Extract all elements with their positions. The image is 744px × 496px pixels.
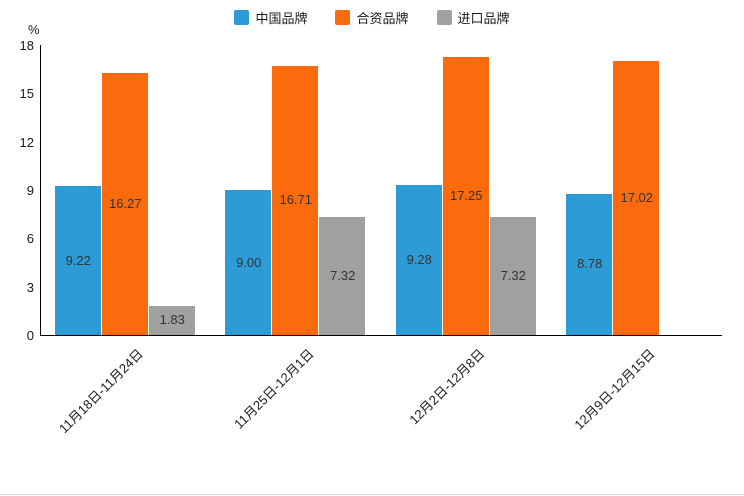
legend-item-label: 合资品牌 bbox=[356, 11, 409, 26]
legend-item-label: 中国品牌 bbox=[255, 11, 308, 26]
bar-中国品牌-0[interactable] bbox=[54, 186, 101, 335]
bar-合资品牌-1[interactable] bbox=[272, 65, 319, 335]
legend-item-1[interactable]: 合资品牌 bbox=[335, 8, 409, 27]
legend-item-2[interactable]: 进口品牌 bbox=[436, 8, 510, 27]
y-tick-label: 18 bbox=[19, 38, 34, 53]
bar-进口品牌-0[interactable] bbox=[148, 305, 195, 335]
chart-legend: 中国品牌 合资品牌 进口品牌 bbox=[0, 8, 744, 27]
bar-中国品牌-3[interactable] bbox=[566, 193, 613, 335]
y-tick-label: 15 bbox=[19, 86, 34, 102]
bar-中国品牌-1[interactable] bbox=[225, 190, 272, 335]
y-tick-label: 9 bbox=[26, 183, 34, 198]
bar-合资品牌-3[interactable] bbox=[613, 60, 660, 335]
legend-item-0[interactable]: 中国品牌 bbox=[234, 8, 307, 27]
legend-swatch-icon bbox=[436, 10, 452, 25]
y-tick-label: 0 bbox=[26, 328, 34, 343]
x-tick-label-3: 12月9日-12月15日 bbox=[571, 346, 658, 433]
bar-中国品牌-2[interactable] bbox=[395, 185, 442, 335]
bar-进口品牌-2[interactable] bbox=[489, 217, 536, 335]
x-tick-label-2: 12月2日-12月8日 bbox=[405, 346, 487, 428]
legend-swatch-icon bbox=[335, 10, 351, 25]
x-axis-line bbox=[40, 335, 722, 336]
y-tick-label: 3 bbox=[26, 279, 34, 295]
bar-合资品牌-2[interactable] bbox=[442, 57, 489, 335]
bar-合资品牌-0[interactable] bbox=[101, 72, 148, 335]
y-axis-line bbox=[40, 45, 41, 336]
legend-item-label: 进口品牌 bbox=[457, 11, 510, 26]
bottom-divider bbox=[0, 494, 744, 495]
legend-swatch-icon bbox=[234, 10, 250, 25]
y-axis-unit-label: % bbox=[28, 22, 40, 37]
bar-进口品牌-1[interactable] bbox=[319, 217, 366, 335]
x-tick-label-1: 11月25日-12月1日 bbox=[230, 346, 317, 432]
x-tick-label-0: 11月18日-11月24日 bbox=[55, 346, 146, 437]
y-tick-label: 12 bbox=[19, 134, 34, 150]
y-tick-label: 6 bbox=[26, 231, 34, 247]
